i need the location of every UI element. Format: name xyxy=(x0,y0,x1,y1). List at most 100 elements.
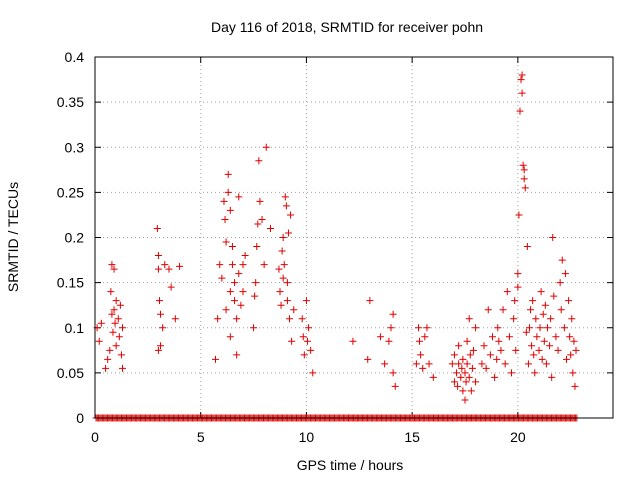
data-point xyxy=(262,143,270,151)
data-point xyxy=(216,261,224,269)
data-point xyxy=(466,351,474,359)
data-point xyxy=(288,337,296,345)
data-point xyxy=(455,342,463,350)
y-tick-label: 0.3 xyxy=(65,139,85,155)
data-point xyxy=(550,292,558,300)
data-point xyxy=(108,261,116,269)
data-point xyxy=(287,211,295,219)
data-point xyxy=(560,324,568,332)
data-point xyxy=(571,382,579,390)
data-point xyxy=(237,301,245,309)
data-point xyxy=(154,252,162,260)
y-tick-label: 0.25 xyxy=(57,184,84,200)
data-point xyxy=(519,161,527,169)
data-point xyxy=(530,351,538,359)
data-point xyxy=(279,274,287,282)
data-point xyxy=(279,234,287,241)
y-tick-label: 0.35 xyxy=(57,94,84,110)
y-tick-label: 0.2 xyxy=(65,230,85,246)
data-point xyxy=(488,333,496,341)
data-point xyxy=(495,337,503,345)
data-point xyxy=(472,378,480,386)
data-point xyxy=(569,369,577,377)
data-point xyxy=(463,337,471,345)
data-point xyxy=(454,382,462,390)
data-point xyxy=(282,202,290,210)
data-point xyxy=(284,229,292,237)
data-point xyxy=(552,333,560,341)
data-point xyxy=(349,337,357,345)
data-point xyxy=(522,328,530,336)
data-point xyxy=(228,261,236,269)
data-point xyxy=(520,166,528,174)
data-point xyxy=(231,297,239,305)
y-tick-label: 0.15 xyxy=(57,275,84,291)
data-point xyxy=(461,369,469,377)
data-point xyxy=(510,315,518,323)
data-point xyxy=(109,328,117,336)
data-point xyxy=(465,315,473,323)
data-point xyxy=(508,369,516,377)
data-point xyxy=(281,193,289,201)
data-point xyxy=(461,396,469,404)
data-point xyxy=(462,378,470,386)
data-point xyxy=(535,346,543,354)
data-point xyxy=(108,310,116,318)
data-point xyxy=(391,382,399,390)
data-point xyxy=(176,262,184,270)
data-point xyxy=(251,292,259,300)
data-point xyxy=(303,337,311,345)
data-point xyxy=(104,355,112,363)
data-point xyxy=(465,373,473,381)
data-point xyxy=(478,360,486,368)
data-point xyxy=(528,342,536,350)
data-point xyxy=(387,324,395,332)
data-point xyxy=(536,324,544,332)
data-point xyxy=(480,342,488,350)
data-point xyxy=(416,337,424,345)
data-point xyxy=(112,342,120,350)
data-point xyxy=(110,265,118,273)
data-point xyxy=(165,265,173,273)
x-tick-label: 5 xyxy=(197,429,205,445)
data-point xyxy=(524,360,532,368)
data-point xyxy=(221,215,229,223)
data-point xyxy=(157,310,165,318)
data-point xyxy=(543,324,551,332)
data-point xyxy=(448,360,456,368)
data-point xyxy=(457,373,465,381)
data-point xyxy=(570,337,578,345)
data-point xyxy=(364,355,372,363)
y-tick-labels: 0 0.05 0.1 0.15 0.2 0.25 0.3 0.35 0.4 xyxy=(57,49,84,426)
data-point xyxy=(450,351,458,359)
data-point xyxy=(222,306,230,314)
data-point xyxy=(455,360,463,368)
data-point xyxy=(154,346,162,354)
data-point xyxy=(517,76,525,84)
data-point xyxy=(518,89,526,97)
data-point xyxy=(412,360,420,368)
data-point xyxy=(226,333,234,341)
data-point xyxy=(266,224,274,232)
data-point xyxy=(537,288,545,296)
data-point xyxy=(283,279,291,287)
data-point xyxy=(114,315,122,323)
data-point xyxy=(277,301,285,309)
data-point xyxy=(491,373,499,381)
data-point xyxy=(541,301,549,309)
data-point xyxy=(381,360,389,368)
data-point xyxy=(252,279,260,287)
y-tick-label: 0.05 xyxy=(57,365,84,381)
data-point xyxy=(557,306,565,314)
data-point xyxy=(514,283,522,291)
chart-title: Day 116 of 2018, SRMTID for receiver poh… xyxy=(211,19,483,35)
x-tick-label: 20 xyxy=(510,429,526,445)
data-point xyxy=(493,355,501,363)
data-point xyxy=(275,265,283,273)
data-point xyxy=(167,283,175,291)
data-point xyxy=(468,364,476,372)
y-tick-label: 0.4 xyxy=(65,49,85,65)
data-point xyxy=(540,337,548,345)
data-point xyxy=(256,197,264,205)
data-point xyxy=(450,378,458,386)
